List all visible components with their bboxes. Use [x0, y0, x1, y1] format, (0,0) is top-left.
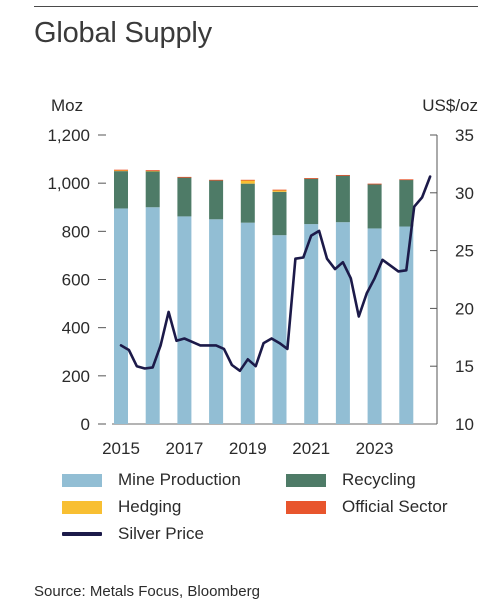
- legend-item-mine-production: Mine Production: [62, 470, 241, 490]
- bar-recycling-2015: [114, 171, 128, 209]
- legend-label-hedging: Hedging: [118, 497, 182, 516]
- chart-bars: [114, 169, 414, 424]
- right-tick-label-10: 10: [455, 415, 474, 434]
- left-tick-label-800: 800: [62, 222, 90, 241]
- left-tick-label-1-000: 1,000: [47, 174, 90, 193]
- left-tick-label-200: 200: [62, 367, 90, 386]
- legend-item-silver-price: Silver Price: [62, 524, 204, 544]
- bar-official-sector-2017: [177, 176, 192, 178]
- bar-mine-production-2024: [399, 226, 414, 424]
- source-note: Source: Metals Focus, Bloomberg: [34, 583, 260, 600]
- bar-official-sector-2023: [367, 183, 382, 185]
- legend-item-recycling: Recycling: [286, 470, 416, 490]
- right-tick-label-20: 20: [455, 299, 474, 318]
- left-tick-label-0: 0: [81, 415, 90, 434]
- bar-official-sector-2022: [335, 174, 350, 176]
- legend-label-recycling: Recycling: [342, 470, 416, 489]
- left-tick-label-600: 600: [62, 271, 90, 290]
- bar-recycling-2019: [240, 183, 255, 223]
- bar-official-sector-2018: [209, 179, 224, 181]
- bar-mine-production-2023: [367, 228, 382, 424]
- right-tick-label-15: 15: [455, 357, 474, 376]
- legend-swatch-silver-price: [62, 532, 102, 536]
- bar-official-sector-2015: [114, 169, 128, 171]
- bar-hedging-2020: [272, 189, 287, 192]
- legend-swatch-mine-production: [62, 473, 102, 487]
- right-tick-label-30: 30: [455, 184, 474, 203]
- bar-mine-production-2016: [145, 207, 160, 424]
- right-tick-label-35: 35: [455, 126, 474, 145]
- legend-swatch-hedging: [62, 500, 102, 514]
- bar-mine-production-2019: [240, 222, 255, 424]
- bar-recycling-2023: [367, 183, 382, 229]
- bar-mine-production-2020: [272, 235, 287, 424]
- bar-official-sector-2016: [145, 170, 160, 171]
- bar-recycling-2017: [177, 177, 192, 217]
- bar-official-sector-2024: [399, 179, 414, 181]
- bar-recycling-2016: [145, 171, 160, 208]
- x-tick-label-2015: 2015: [102, 439, 140, 458]
- bar-mine-production-2018: [209, 219, 224, 424]
- bar-official-sector-2020: [272, 189, 287, 191]
- bar-recycling-2018: [209, 180, 224, 220]
- top-rule: [34, 6, 478, 7]
- legend-label-silver-price: Silver Price: [118, 524, 204, 543]
- left-tick-label-1-200: 1,200: [47, 126, 90, 145]
- bar-recycling-2021: [304, 178, 319, 225]
- bar-mine-production-2022: [335, 222, 350, 424]
- legend-item-hedging: Hedging: [62, 497, 181, 517]
- bar-mine-production-2015: [114, 208, 128, 424]
- legend-item-official-sector: Official Sector: [286, 497, 448, 517]
- chart-price-line: [119, 175, 432, 373]
- bar-mine-production-2021: [304, 224, 319, 424]
- x-tick-label-2023: 2023: [356, 439, 394, 458]
- x-tick-label-2017: 2017: [165, 439, 203, 458]
- legend-label-mine-production: Mine Production: [118, 470, 241, 489]
- bar-mine-production-2017: [177, 216, 192, 424]
- left-axis-unit: Moz: [51, 96, 83, 115]
- left-tick-label-400: 400: [62, 319, 90, 338]
- right-tick-label-25: 25: [455, 242, 474, 261]
- bar-recycling-2022: [335, 175, 350, 223]
- legend-label-official-sector: Official Sector: [342, 497, 448, 516]
- legend-swatch-official-sector: [286, 500, 326, 514]
- page-title: Global Supply: [34, 17, 212, 49]
- chart-axes: Moz US$/oz 0 200 400 600 800 1,000 1,200 10 15 20 25…: [47, 96, 478, 458]
- bar-hedging-2015: [114, 170, 128, 172]
- bar-official-sector-2019: [240, 179, 255, 181]
- x-tick-label-2019: 2019: [229, 439, 267, 458]
- silver-price-line: [119, 175, 432, 373]
- right-axis-unit: US$/oz: [422, 96, 478, 115]
- bar-recycling-2024: [399, 179, 414, 227]
- bar-official-sector-2021: [304, 178, 319, 179]
- bar-hedging-2019: [240, 180, 255, 184]
- legend-swatch-recycling: [286, 473, 326, 487]
- bar-hedging-2016: [145, 170, 160, 172]
- x-tick-label-2021: 2021: [292, 439, 330, 458]
- bar-recycling-2020: [272, 191, 287, 236]
